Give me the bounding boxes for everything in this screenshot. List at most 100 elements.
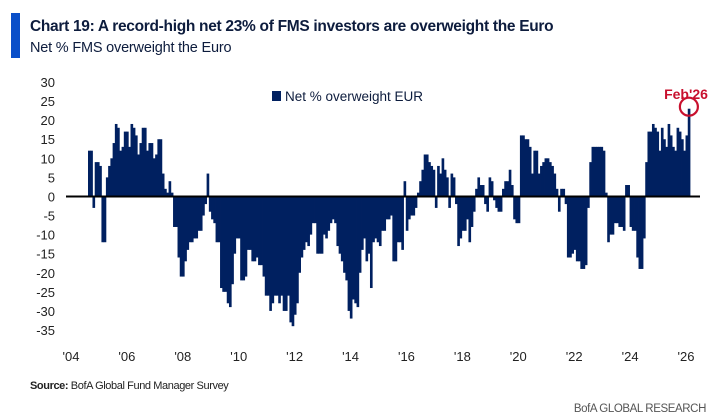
bar bbox=[177, 196, 181, 258]
bar bbox=[401, 196, 404, 250]
bar bbox=[571, 196, 575, 254]
bar bbox=[466, 196, 469, 220]
bar bbox=[591, 146, 595, 197]
bar bbox=[647, 131, 651, 197]
bar bbox=[139, 143, 143, 197]
bar bbox=[235, 196, 239, 239]
bar bbox=[685, 135, 689, 197]
bar bbox=[132, 127, 136, 197]
bar bbox=[231, 196, 234, 285]
bar bbox=[457, 196, 460, 247]
x-tick-label: '14 bbox=[342, 349, 359, 364]
bar bbox=[345, 196, 348, 281]
bar bbox=[629, 196, 633, 227]
bar bbox=[148, 143, 152, 197]
bar bbox=[336, 196, 340, 247]
bar bbox=[155, 154, 158, 197]
y-tick-label: -35 bbox=[36, 323, 55, 338]
y-tick-label: 25 bbox=[41, 94, 55, 109]
bar bbox=[660, 127, 664, 197]
bar bbox=[280, 196, 284, 296]
bar bbox=[166, 192, 169, 197]
x-tick-label: '08 bbox=[174, 349, 191, 364]
bar bbox=[233, 196, 237, 254]
chart-title: Chart 19: A record-high net 23% of FMS i… bbox=[30, 18, 554, 35]
bar bbox=[667, 123, 671, 197]
bar bbox=[475, 188, 478, 197]
bar bbox=[452, 177, 456, 197]
bar bbox=[631, 196, 635, 231]
x-tick-label: '12 bbox=[286, 349, 303, 364]
bar bbox=[569, 196, 572, 258]
bar bbox=[434, 196, 438, 208]
bar bbox=[318, 196, 322, 254]
bar bbox=[152, 158, 156, 197]
bar bbox=[108, 165, 111, 197]
bar bbox=[289, 196, 293, 323]
bar bbox=[479, 185, 483, 197]
bar bbox=[618, 196, 622, 227]
bar bbox=[271, 196, 275, 304]
bar bbox=[293, 196, 297, 315]
bar bbox=[651, 123, 655, 197]
bar bbox=[497, 196, 501, 212]
bar bbox=[584, 196, 588, 266]
bar bbox=[211, 196, 214, 220]
bar bbox=[121, 146, 125, 197]
bar bbox=[399, 196, 402, 243]
bar bbox=[600, 146, 604, 197]
bar bbox=[376, 196, 380, 243]
bar bbox=[560, 188, 563, 197]
bar bbox=[616, 196, 619, 224]
bar bbox=[170, 192, 174, 197]
bar bbox=[311, 196, 315, 224]
bar bbox=[361, 196, 364, 250]
bar bbox=[117, 127, 120, 197]
bar bbox=[533, 150, 536, 197]
bar bbox=[190, 196, 194, 243]
y-tick-label: -15 bbox=[36, 247, 55, 262]
bar bbox=[331, 196, 335, 220]
x-axis-ticks: '04 '06 '08 '10 '12 '14 '16 '18 '20 '22 '24 '26 bbox=[63, 349, 695, 364]
bar bbox=[609, 196, 613, 235]
bar bbox=[352, 196, 355, 300]
bar bbox=[549, 162, 552, 197]
y-tick-label: 30 bbox=[41, 75, 55, 90]
y-tick-label: -10 bbox=[36, 228, 55, 243]
source-text: BofA Global Fund Manager Survey bbox=[68, 380, 229, 392]
bar bbox=[244, 196, 248, 277]
bar bbox=[284, 196, 288, 311]
bar bbox=[101, 196, 105, 243]
bar bbox=[439, 173, 442, 197]
bar bbox=[537, 173, 541, 197]
y-tick-label: -20 bbox=[36, 266, 55, 281]
x-tick-label: '04 bbox=[63, 349, 80, 364]
bar bbox=[643, 196, 646, 239]
bar bbox=[408, 196, 411, 220]
bar bbox=[226, 196, 230, 304]
bar bbox=[143, 127, 147, 197]
bar bbox=[316, 196, 319, 254]
bar bbox=[481, 185, 485, 197]
bar bbox=[208, 196, 212, 212]
bar bbox=[137, 154, 140, 197]
bar bbox=[493, 196, 496, 201]
bar bbox=[246, 196, 250, 250]
bar bbox=[580, 196, 583, 269]
bar bbox=[130, 123, 134, 197]
chart-subtitle: Net % FMS overweight the Euro bbox=[30, 40, 232, 56]
bar bbox=[255, 196, 259, 258]
bar bbox=[392, 196, 395, 262]
bar bbox=[123, 131, 127, 197]
x-tick-label: '24 bbox=[622, 349, 639, 364]
bar bbox=[551, 165, 554, 197]
bar bbox=[625, 185, 628, 197]
bar bbox=[356, 196, 360, 308]
bar bbox=[273, 196, 277, 296]
bar bbox=[260, 196, 263, 266]
bar bbox=[325, 196, 328, 239]
y-tick-label: 15 bbox=[41, 132, 55, 147]
bar bbox=[302, 196, 306, 250]
bar bbox=[114, 123, 118, 197]
